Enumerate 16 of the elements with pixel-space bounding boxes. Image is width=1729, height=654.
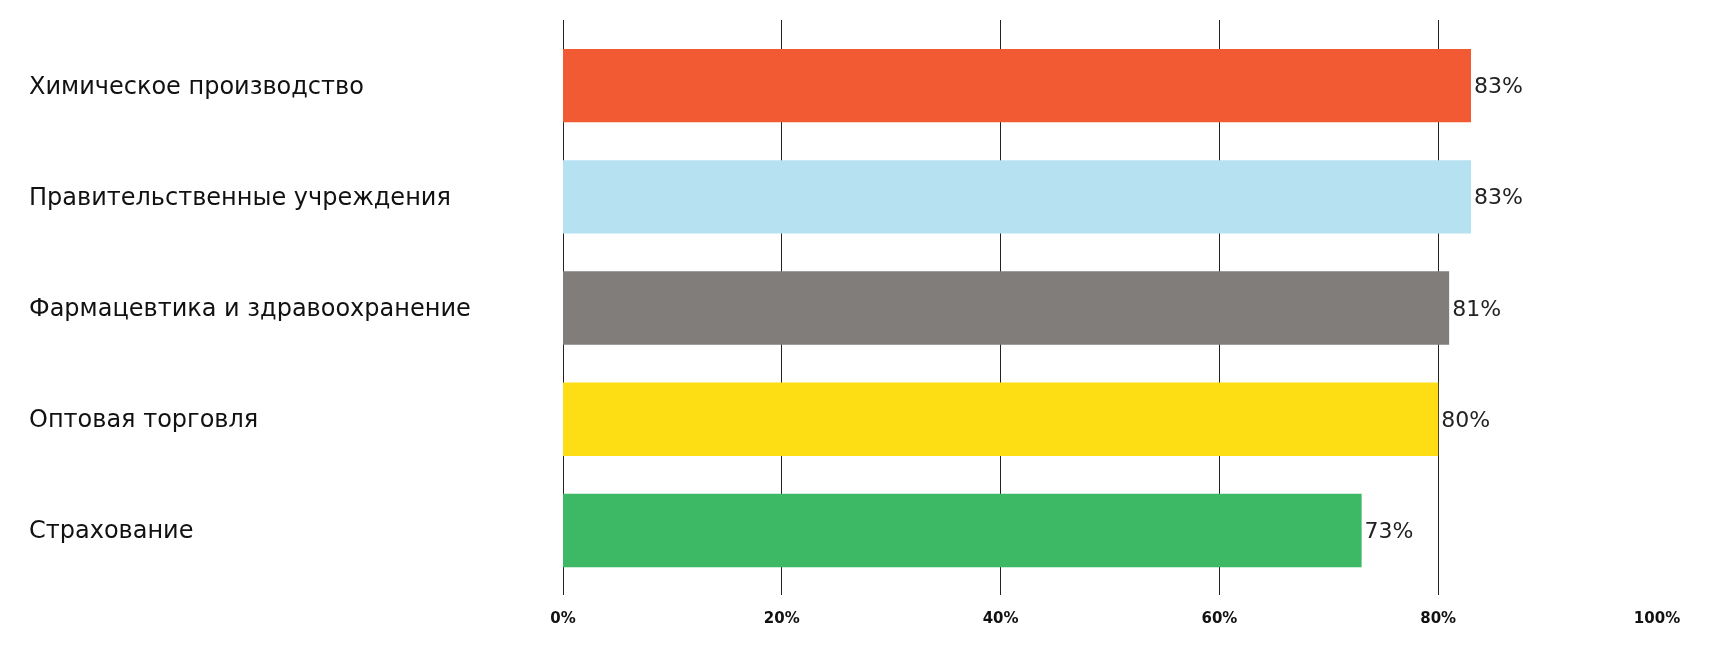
data-label: 81%: [1452, 295, 1502, 321]
x-tick-label: 20%: [763, 609, 800, 627]
data-label: 83%: [1474, 184, 1523, 210]
data-label: 80%: [1441, 406, 1491, 432]
x-tick-label: 60%: [1201, 609, 1238, 627]
y-tick-label: Правительственные учреждения: [29, 183, 451, 211]
data-label: 73%: [1364, 517, 1414, 543]
x-tick-label: 40%: [982, 609, 1019, 627]
y-tick-label: Страхование: [29, 516, 194, 544]
y-tick-label: Фармацевтика и здравоохранение: [29, 294, 471, 322]
data-label: 83%: [1474, 73, 1523, 99]
x-tick-label: 100%: [1633, 609, 1681, 627]
y-tick-label: Оптовая торговля: [29, 405, 259, 433]
x-tick-label: 80%: [1420, 609, 1457, 627]
y-tick-label: Химическое производство: [29, 72, 364, 100]
x-tick-label: 0%: [550, 609, 576, 627]
